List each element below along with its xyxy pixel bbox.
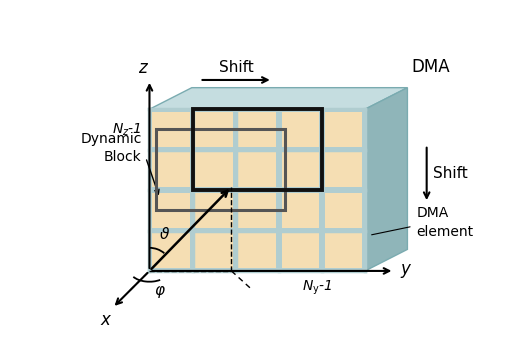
Text: Shift: Shift bbox=[219, 60, 253, 75]
Text: $\vartheta$: $\vartheta$ bbox=[158, 226, 170, 242]
Bar bbox=[281, 112, 319, 147]
Bar bbox=[238, 112, 276, 147]
Text: DMA
element: DMA element bbox=[417, 206, 474, 239]
Bar bbox=[195, 193, 233, 228]
Bar bbox=[152, 193, 190, 228]
Polygon shape bbox=[149, 88, 407, 109]
Polygon shape bbox=[149, 109, 365, 271]
Bar bbox=[152, 152, 190, 187]
Text: Dynamic
Block: Dynamic Block bbox=[80, 132, 142, 164]
Bar bbox=[281, 193, 319, 228]
Bar bbox=[325, 112, 362, 147]
Bar bbox=[156, 130, 285, 210]
Bar bbox=[152, 233, 190, 268]
Text: $z$: $z$ bbox=[138, 59, 149, 77]
Text: $N_{\mathrm{y}}$-1: $N_{\mathrm{y}}$-1 bbox=[302, 279, 332, 297]
Text: DMA: DMA bbox=[411, 58, 450, 76]
Bar bbox=[195, 152, 233, 187]
Bar bbox=[195, 233, 233, 268]
Bar bbox=[325, 152, 362, 187]
Bar bbox=[238, 152, 276, 187]
Text: Shift: Shift bbox=[433, 166, 467, 181]
Bar bbox=[238, 233, 276, 268]
Text: $N_z$-1: $N_z$-1 bbox=[112, 121, 142, 138]
Polygon shape bbox=[365, 88, 407, 271]
Bar bbox=[193, 109, 322, 190]
Bar bbox=[281, 152, 319, 187]
Bar bbox=[152, 112, 190, 147]
Text: $y$: $y$ bbox=[400, 262, 413, 280]
Bar bbox=[195, 112, 233, 147]
Bar bbox=[238, 193, 276, 228]
Text: $\varphi$: $\varphi$ bbox=[154, 284, 166, 300]
Text: $x$: $x$ bbox=[100, 311, 113, 329]
Bar bbox=[281, 233, 319, 268]
Bar bbox=[325, 233, 362, 268]
Bar bbox=[325, 193, 362, 228]
